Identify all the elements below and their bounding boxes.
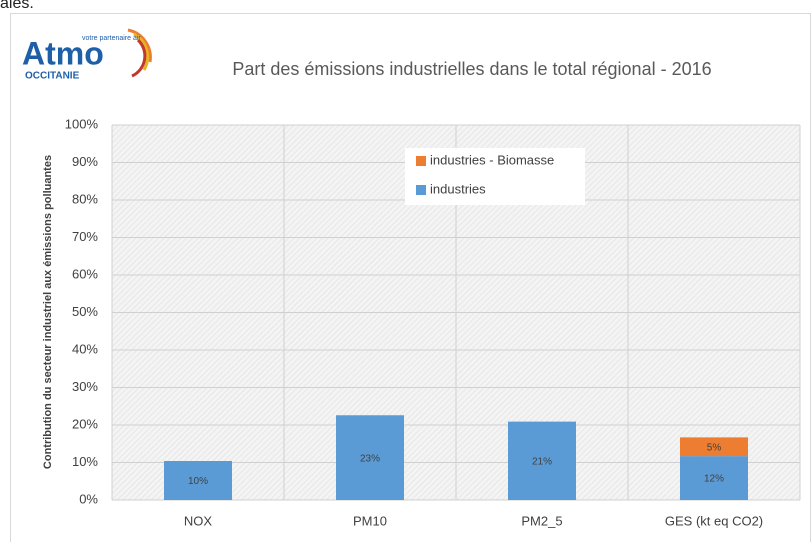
y-tick-label: 40% bbox=[72, 341, 98, 356]
y-tick-label: 60% bbox=[72, 266, 98, 281]
header-fragment: ales. bbox=[0, 0, 34, 12]
y-tick-label: 50% bbox=[72, 304, 98, 319]
legend-label: industries - Biomasse bbox=[430, 152, 554, 167]
y-tick-label: 100% bbox=[65, 116, 99, 131]
x-tick-label: NOX bbox=[184, 513, 213, 528]
logo-region: OCCITANIE bbox=[25, 71, 80, 82]
bar-segment bbox=[680, 437, 748, 457]
chart-title: Part des émissions industrielles dans le… bbox=[232, 59, 711, 79]
x-tick-label: PM10 bbox=[353, 513, 387, 528]
legend-swatch bbox=[416, 185, 426, 195]
value-label: 5% bbox=[707, 442, 722, 453]
logo-name: Atmo bbox=[22, 35, 104, 71]
logo: votre partenaire air Atmo OCCITANIE bbox=[22, 28, 152, 82]
y-tick-label: 90% bbox=[72, 154, 98, 169]
y-tick-label: 80% bbox=[72, 191, 98, 206]
y-tick-label: 70% bbox=[72, 229, 98, 244]
y-tick-label: 20% bbox=[72, 416, 98, 431]
value-label: 10% bbox=[188, 476, 208, 487]
x-tick-label: GES (kt eq CO2) bbox=[665, 513, 763, 528]
value-label: 23% bbox=[360, 453, 380, 464]
legend-box bbox=[405, 148, 585, 205]
y-tick-label: 30% bbox=[72, 379, 98, 394]
logo-tagline: votre partenaire air bbox=[82, 35, 141, 42]
x-tick-label: PM2_5 bbox=[521, 513, 562, 528]
bar-segment bbox=[164, 461, 232, 500]
y-tick-label: 0% bbox=[79, 491, 98, 506]
bar-segment bbox=[680, 456, 748, 500]
value-label: 12% bbox=[704, 474, 724, 485]
value-label: 21% bbox=[532, 456, 552, 467]
legend-label: industries bbox=[430, 181, 486, 196]
y-axis-label: Contribution du secteur industriel aux é… bbox=[42, 155, 54, 469]
y-tick-label: 10% bbox=[72, 454, 98, 469]
bar-segment bbox=[336, 415, 404, 500]
bar-segment bbox=[508, 421, 576, 500]
legend-swatch bbox=[416, 156, 426, 166]
